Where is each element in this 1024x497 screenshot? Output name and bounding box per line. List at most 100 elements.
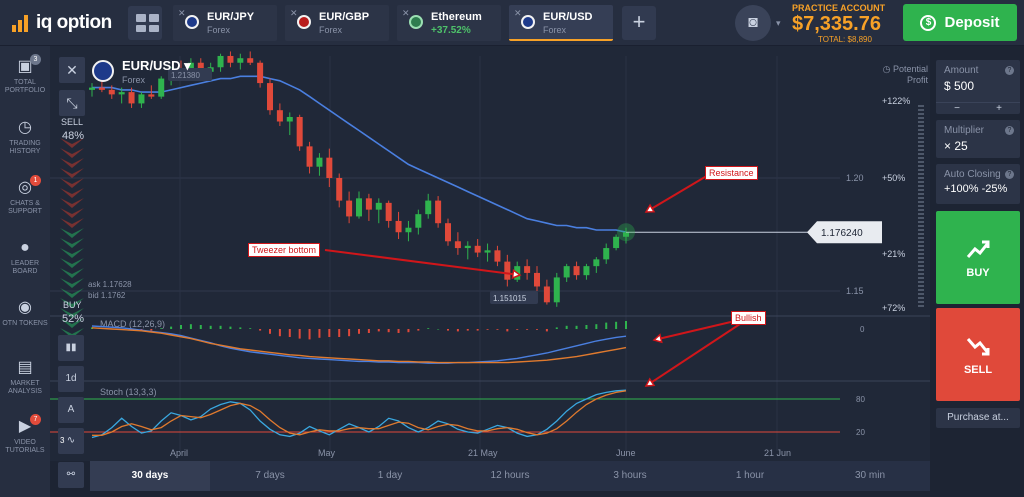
candle bbox=[326, 157, 333, 178]
sidebar-item-label: TOTAL PORTFOLIO bbox=[4, 79, 46, 94]
camera-icon[interactable]: ◙ bbox=[735, 5, 771, 41]
timeframe-button[interactable]: 1d bbox=[58, 366, 84, 392]
close-tab-icon[interactable]: ✕ bbox=[514, 8, 522, 18]
help-icon[interactable]: ? bbox=[1005, 66, 1014, 75]
candle bbox=[385, 202, 392, 221]
increase-amount-button[interactable]: + bbox=[996, 103, 1002, 114]
macd-histogram-bar bbox=[269, 329, 271, 334]
auto-closing-box[interactable]: Auto Closing ? +100% -25% bbox=[936, 164, 1020, 204]
multiplier-box[interactable]: Multiplier ? × 25 bbox=[936, 120, 1020, 158]
candle bbox=[267, 83, 273, 111]
macd-histogram-bar bbox=[536, 329, 538, 330]
candle bbox=[563, 266, 570, 278]
sidebar-item-otn-tokens[interactable]: ◉ OTN TOKENS bbox=[0, 299, 50, 328]
candle bbox=[187, 62, 194, 72]
asset-market: Forex bbox=[122, 75, 146, 85]
sidebar-item-chats[interactable]: ◎ 1 CHATS & SUPPORT bbox=[0, 175, 50, 216]
deposit-button[interactable]: $ Deposit bbox=[903, 4, 1017, 41]
stoch-d-line bbox=[92, 390, 627, 436]
purchase-at-button[interactable]: Purchase at... bbox=[936, 408, 1020, 428]
account-balance[interactable]: PRACTICE ACCOUNT $7,335.76 TOTAL: $8,890 bbox=[792, 3, 892, 44]
close-tab-icon[interactable]: ✕ bbox=[290, 8, 298, 18]
range-30-min[interactable]: 30 min bbox=[854, 470, 885, 481]
logo-text: iq option bbox=[36, 12, 112, 33]
candle bbox=[494, 250, 501, 262]
x-tick-label: 21 May bbox=[468, 448, 498, 458]
sentiment-bar-segment bbox=[60, 198, 84, 208]
macd-histogram-bar bbox=[565, 325, 568, 329]
trade-panel: Amount ? $ 500 − + Multiplier ? × 25 Aut… bbox=[930, 46, 1024, 497]
close-tab-icon[interactable]: ✕ bbox=[402, 8, 410, 18]
asset-name: EUR/USD ▾ bbox=[122, 58, 191, 73]
resistance-annotation: Resistance bbox=[705, 166, 758, 180]
candle bbox=[593, 259, 600, 267]
chart-area[interactable]: 1.20 1.15 +122% +50% +21% +72% 1.176240 1.21380… bbox=[50, 46, 930, 461]
candle bbox=[89, 87, 95, 90]
sidebar-item-trading-history[interactable]: ◷ TRADING HISTORY bbox=[0, 119, 50, 156]
amount-input[interactable]: $ 500 bbox=[944, 79, 975, 93]
drawing-tools-button[interactable]: A bbox=[58, 397, 84, 423]
shrink-icon[interactable]: ⤡ bbox=[59, 90, 85, 116]
sentiment-bar-segment bbox=[60, 248, 84, 258]
macd-histogram-bar bbox=[199, 325, 202, 329]
resistance-arrow-head bbox=[644, 203, 656, 213]
help-icon[interactable]: ? bbox=[1005, 126, 1014, 135]
close-chart-icon[interactable]: ✕ bbox=[59, 57, 85, 83]
indicators-button[interactable]: ∿ 3 bbox=[58, 428, 84, 454]
macd-histogram-bar bbox=[170, 326, 173, 329]
macd-histogram-bar bbox=[219, 325, 222, 329]
portfolio-badge: 3 bbox=[30, 54, 41, 65]
account-dropdown-icon[interactable]: ▾ bbox=[776, 18, 781, 28]
macd-histogram-bar bbox=[516, 329, 519, 330]
range-3-hours[interactable]: 3 hours bbox=[613, 470, 647, 481]
leaderboard-icon: ● bbox=[20, 239, 30, 256]
amount-box[interactable]: Amount ? $ 500 − + bbox=[936, 60, 1020, 114]
macd-zero-label: 0 bbox=[860, 325, 865, 334]
asset-grid-button[interactable] bbox=[128, 6, 162, 40]
link-chart-button[interactable]: ⚯ bbox=[58, 462, 84, 488]
range-1-hour[interactable]: 1 hour bbox=[735, 470, 765, 481]
candle bbox=[425, 200, 432, 215]
tab-change: +37.52% bbox=[431, 25, 471, 36]
eur-gbp-flag-icon bbox=[297, 15, 311, 29]
decrease-amount-button[interactable]: − bbox=[954, 103, 960, 114]
macd-histogram-bar bbox=[545, 329, 548, 332]
logo-icon bbox=[12, 14, 30, 32]
sidebar-item-portfolio[interactable]: ▣ 3 TOTAL PORTFOLIO bbox=[0, 54, 50, 95]
logo[interactable]: iq option bbox=[12, 12, 112, 34]
macd-histogram-bar bbox=[486, 329, 489, 330]
sidebar-item-video-tutorials[interactable]: ▶ 7 VIDEO TUTORIALS bbox=[0, 414, 50, 455]
candle bbox=[286, 116, 293, 122]
macd-histogram-bar bbox=[367, 329, 370, 333]
sidebar-item-leaderboard[interactable]: ● LEADER BOARD bbox=[0, 239, 50, 276]
candle bbox=[296, 116, 303, 147]
y-tick-label: 1.15 bbox=[846, 286, 864, 296]
sell-button[interactable]: SELL bbox=[936, 308, 1020, 401]
add-tab-button[interactable]: + bbox=[622, 6, 656, 40]
candle bbox=[583, 266, 590, 276]
tab-eur-usd[interactable]: ✕ EUR/USD Forex bbox=[509, 5, 613, 41]
amount-stepper: − + bbox=[936, 102, 1020, 114]
range-1-day[interactable]: 1 day bbox=[377, 470, 403, 481]
sidebar-item-label: MARKET ANALYSIS bbox=[8, 380, 42, 395]
sidebar-item-market-analysis[interactable]: ▤ MARKET ANALYSIS bbox=[0, 359, 50, 396]
tab-eur-jpy[interactable]: ✕ EUR/JPY Forex bbox=[173, 5, 277, 41]
candle-type-button[interactable]: ▮▮ bbox=[58, 335, 84, 361]
analysis-icon: ▤ bbox=[17, 359, 33, 376]
help-icon[interactable]: ? bbox=[1005, 170, 1014, 179]
close-tab-icon[interactable]: ✕ bbox=[178, 8, 186, 18]
tab-eur-gbp[interactable]: ✕ EUR/GBP Forex bbox=[285, 5, 389, 41]
sell-sentiment-label: SELL bbox=[61, 117, 84, 127]
chevron-down-icon: ▾ bbox=[184, 58, 191, 73]
sell-sentiment-value: 48% bbox=[62, 130, 85, 142]
range-12-hours[interactable]: 12 hours bbox=[490, 470, 530, 481]
range-30-days[interactable]: 30 days bbox=[90, 461, 210, 491]
buy-button[interactable]: BUY bbox=[936, 211, 1020, 304]
sentiment-bar-segment bbox=[60, 148, 84, 158]
tab-ethereum[interactable]: ✕ Ethereum +37.52% bbox=[397, 5, 501, 41]
multiplier-label: Multiplier bbox=[944, 125, 985, 136]
candle bbox=[395, 220, 402, 233]
price-chart[interactable]: 1.20 1.15 +122% +50% +21% +72% 1.176240 1.21380… bbox=[50, 46, 930, 461]
range-7-days[interactable]: 7 days bbox=[255, 470, 285, 481]
sentiment-bar-segment bbox=[60, 268, 84, 278]
